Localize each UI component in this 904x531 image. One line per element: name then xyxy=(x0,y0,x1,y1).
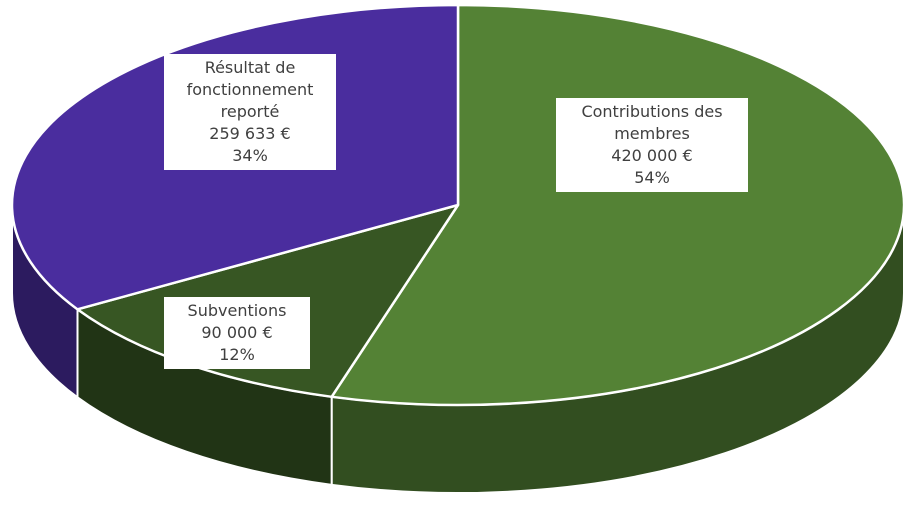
label-name: Contributions des membres xyxy=(581,102,723,143)
label-value: 420 000 € xyxy=(611,146,693,165)
label-name: Résultat de fonctionnement reporté xyxy=(186,58,314,121)
data-label: Contributions des membres 420 000 € 54% xyxy=(556,98,748,192)
data-label: Résultat de fonctionnement reporté 259 63… xyxy=(164,54,336,170)
label-value: 90 000 € xyxy=(201,323,273,342)
label-value: 259 633 € xyxy=(209,124,291,143)
slice xyxy=(330,3,904,407)
label-percent: 34% xyxy=(232,146,268,165)
label-percent: 54% xyxy=(634,168,670,187)
label-name: Subventions xyxy=(187,301,287,320)
label-percent: 12% xyxy=(219,345,255,364)
data-label: Subventions 90 000 € 12% xyxy=(164,297,310,369)
